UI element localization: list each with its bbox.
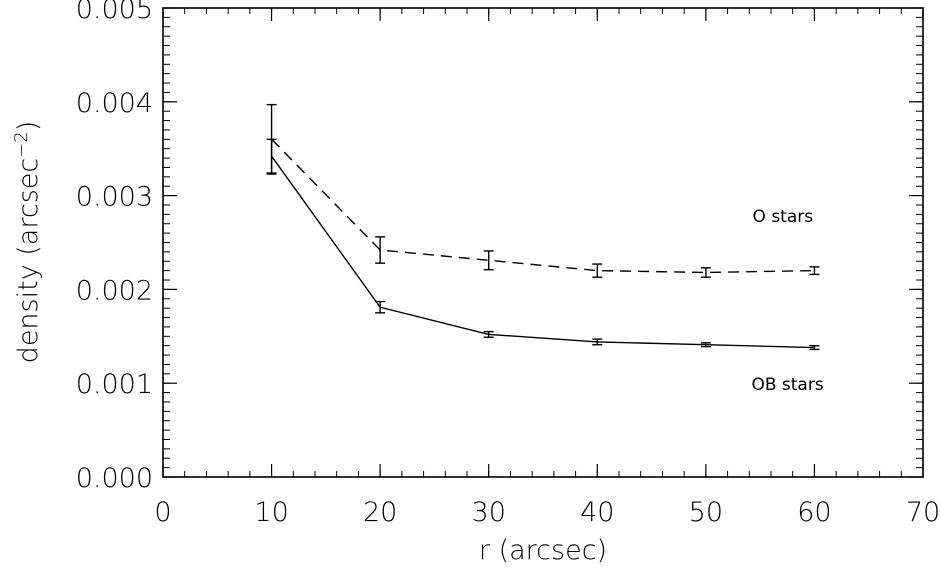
x-tick-label: 70 [906, 497, 940, 528]
y-tick-label: 0.004 [76, 88, 153, 119]
x-tick-label: 20 [363, 497, 397, 528]
x-tick-label: 40 [580, 497, 614, 528]
y-axis-title: density (arcsec−2) [11, 121, 44, 364]
x-tick-label: 30 [472, 497, 506, 528]
axis-ticks [162, 7, 924, 478]
y-tick-label: 0.002 [76, 275, 153, 306]
y-axis-title-close: ) [13, 121, 44, 132]
series-layer [266, 103, 820, 351]
series-line [271, 138, 815, 274]
annotations: O stars OB stars [751, 207, 823, 395]
y-axis-title-main: density (arcsec [13, 158, 44, 364]
x-tick-label: 50 [689, 497, 723, 528]
series-o-stars [266, 103, 820, 278]
x-axis-title: r (arcsec) [479, 535, 607, 566]
x-tick-label: 60 [797, 497, 831, 528]
y-tick-label: 0.005 [76, 0, 153, 25]
x-tick-label: 10 [254, 497, 288, 528]
y-tick-label: 0.000 [76, 463, 153, 494]
y-axis-title-exponent: −2 [11, 131, 32, 158]
series-ob-stars [266, 138, 820, 351]
series-line [271, 155, 815, 349]
y-tick-label: 0.003 [76, 182, 153, 213]
series-annotation: OB stars [751, 375, 823, 395]
tick-labels: 0 10 20 30 40 50 60 70 0.000 0.001 0.002 0.003 0.004… [76, 0, 940, 528]
series-annotation: O stars [753, 207, 814, 227]
x-tick-label: 0 [154, 497, 171, 528]
y-tick-label: 0.001 [76, 369, 153, 400]
plot-frame [162, 7, 924, 478]
